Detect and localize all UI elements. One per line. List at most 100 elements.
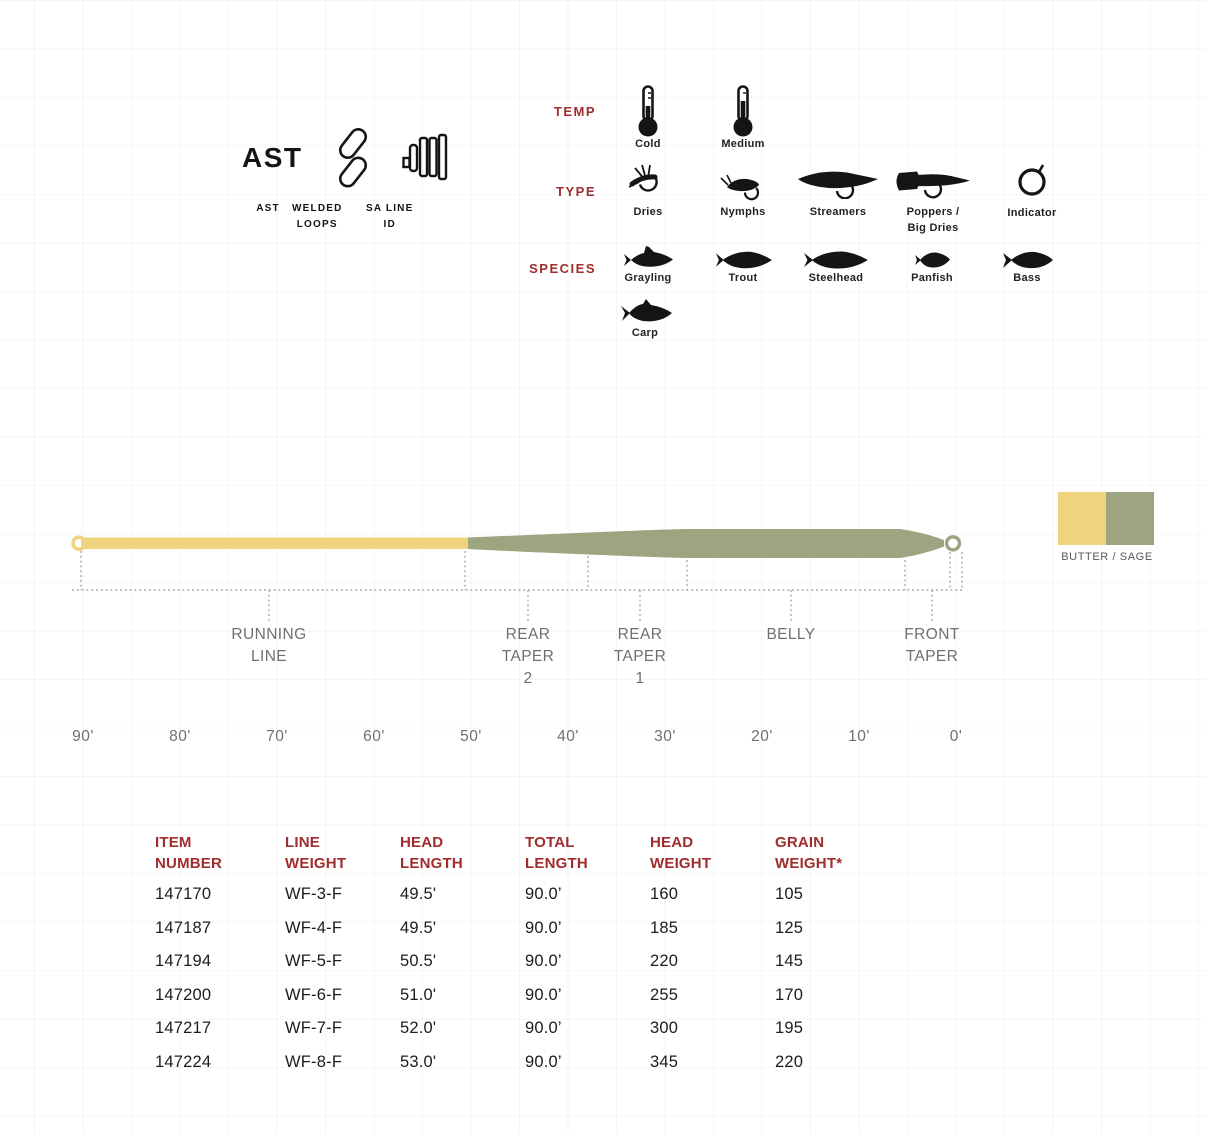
table-cell: WF-4-F	[285, 918, 343, 937]
table-cell: 160	[650, 885, 679, 903]
dimension-lines	[72, 551, 963, 621]
table-cell: 300	[650, 1019, 679, 1038]
table-cell: 90.0’	[525, 885, 562, 903]
trout-fish-icon	[715, 251, 773, 269]
sa-line-id-icon	[402, 133, 448, 181]
section-label-rear-taper-2: REAR TAPER 2	[501, 626, 555, 687]
temp-item-label: Medium	[721, 138, 765, 150]
table-cell: 90.0’	[525, 1019, 562, 1038]
type-row-label: TYPE	[556, 184, 596, 199]
table-cell: 185	[650, 918, 679, 937]
table-cell: 49.5'	[400, 918, 437, 937]
feature-label-welded-loops: WELDED LOOPS	[292, 203, 343, 230]
column-header: GRAIN WEIGHT*	[775, 834, 843, 872]
table-cell: 53.0'	[400, 1052, 437, 1071]
table-row: 147224 WF-8-F 53.0' 90.0’ 345 220	[155, 1046, 915, 1080]
taper-profile-graphic	[71, 529, 963, 621]
table-cell: 105	[775, 885, 804, 903]
species-item-label: Carp	[631, 327, 659, 339]
poppers-fly-icon	[896, 171, 970, 199]
table-body: 147170 WF-3-F 49.5' 90.0’ 160 105 147187…	[155, 878, 915, 1080]
medium-thermometer-icon	[733, 85, 753, 137]
ruler-tick: 0'	[949, 728, 963, 745]
species-item-label: Panfish	[911, 272, 953, 284]
temp-item-label: Cold	[635, 138, 661, 150]
species-item-label: Bass	[1013, 272, 1041, 284]
table-cell: 125	[775, 918, 804, 937]
type-item-label: Dries	[633, 206, 663, 218]
ruler-tick: 90'	[72, 728, 94, 745]
type-item-label: Streamers	[809, 206, 867, 218]
ruler-tick: 70'	[266, 728, 288, 745]
ruler-tick: 30'	[654, 728, 676, 745]
colorway-label: BUTTER / SAGE	[1061, 551, 1153, 563]
steelhead-fish-icon	[804, 251, 868, 269]
column-header: ITEM NUMBER	[155, 834, 223, 872]
table-cell: 220	[775, 1052, 804, 1071]
ruler-tick: 20'	[751, 728, 773, 745]
ruler-tick: 50'	[460, 728, 482, 745]
nymphs-fly-icon	[720, 174, 760, 201]
table-cell: 147187	[155, 918, 212, 937]
section-label-front-taper: FRONT TAPER	[904, 626, 960, 665]
column-header: TOTAL LENGTH	[525, 834, 588, 872]
table-cell: 345	[650, 1052, 679, 1071]
table-cell: 50.5'	[400, 952, 437, 971]
table-cell: WF-3-F	[285, 885, 343, 903]
table-cell: 220	[650, 952, 679, 971]
welded-loops-icon	[338, 128, 368, 188]
table-cell: 90.0’	[525, 985, 562, 1004]
table-cell: WF-8-F	[285, 1052, 343, 1071]
type-item-label: Poppers / Big Dries	[906, 206, 960, 234]
table-cell: WF-5-F	[285, 952, 343, 971]
column-header: HEAD LENGTH	[400, 834, 463, 872]
ruler-tick: 10'	[848, 728, 870, 745]
column-header: HEAD WEIGHT	[650, 834, 712, 872]
table-cell: WF-6-F	[285, 985, 343, 1004]
table-cell: 145	[775, 952, 804, 971]
ruler-tick: 40'	[557, 728, 579, 745]
species-item-label: Trout	[728, 272, 758, 284]
species-row-label: SPECIES	[529, 261, 596, 276]
panfish-fish-icon	[915, 252, 950, 268]
type-item-label: Indicator	[1007, 207, 1057, 219]
table-cell: 147217	[155, 1019, 212, 1038]
table-cell: 195	[775, 1019, 804, 1038]
temp-row-label: TEMP	[553, 104, 596, 119]
table-cell: WF-7-F	[285, 1019, 343, 1038]
feature-label-sa-line-id: SA LINE ID	[366, 203, 414, 230]
ruler-tick: 80'	[169, 728, 191, 745]
ruler-tick: 60'	[363, 728, 385, 745]
column-header: LINE WEIGHT	[285, 834, 347, 872]
table-row: 147217 WF-7-F 52.0' 90.0’ 300 195	[155, 1012, 915, 1046]
streamers-fly-icon	[798, 171, 878, 199]
table-cell: 147200	[155, 985, 212, 1004]
table-cell: 90.0’	[525, 1052, 562, 1071]
table-header-row: ITEM NUMBER LINE WEIGHT HEAD LENGTH TOTA…	[155, 832, 915, 874]
sage-color-swatch	[1106, 492, 1154, 545]
front-loop-icon	[944, 535, 962, 552]
table-cell: 49.5'	[400, 885, 437, 903]
table-cell: 147194	[155, 952, 212, 971]
species-item-label: Steelhead	[808, 272, 864, 284]
butter-color-swatch	[1058, 492, 1106, 545]
spec-table: ITEM NUMBER LINE WEIGHT HEAD LENGTH TOTA…	[155, 832, 915, 1080]
table-cell: 255	[650, 985, 679, 1004]
section-label-belly: BELLY	[766, 626, 816, 643]
indicator-icon	[1018, 164, 1046, 196]
species-item-label: Grayling	[624, 272, 672, 284]
cold-thermometer-icon	[638, 85, 658, 137]
grayling-fish-icon	[624, 246, 673, 267]
table-cell: 51.0'	[400, 985, 437, 1004]
type-item-label: Nymphs	[720, 206, 766, 218]
table-cell: 147224	[155, 1052, 212, 1071]
bass-fish-icon	[1003, 251, 1053, 269]
table-cell: 52.0'	[400, 1019, 437, 1038]
table-row: 147187 WF-4-F 49.5' 90.0’ 185 125	[155, 912, 915, 946]
table-row: 147170 WF-3-F 49.5' 90.0’ 160 105	[155, 878, 915, 912]
table-row: 147200 WF-6-F 51.0' 90.0’ 255 170	[155, 979, 915, 1013]
table-cell: 90.0’	[525, 918, 562, 937]
table-cell: 90.0’	[525, 952, 562, 971]
table-cell: 170	[775, 985, 804, 1004]
